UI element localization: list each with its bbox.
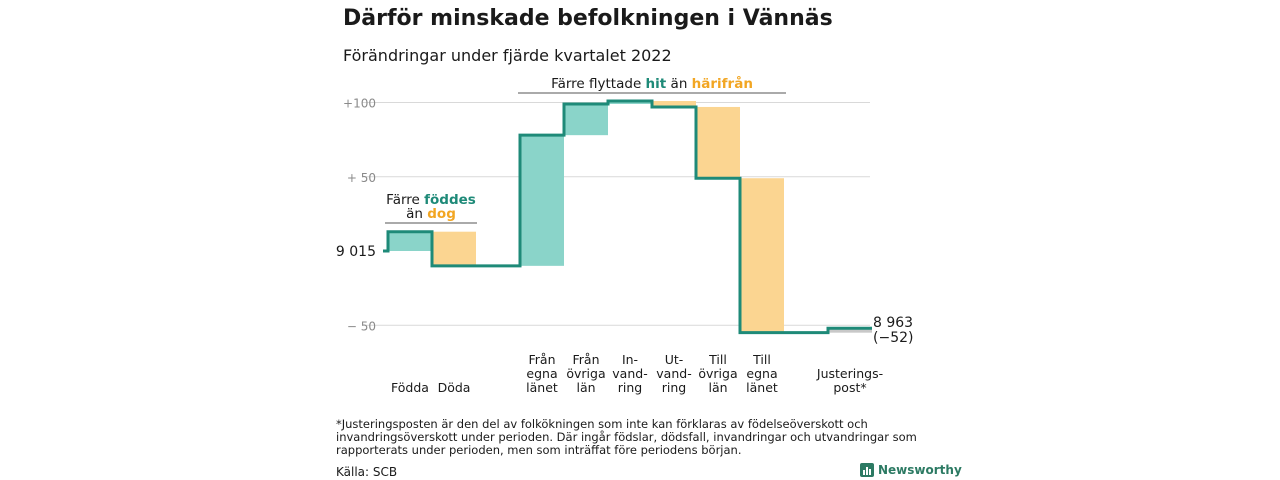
category-labels: Födda DödaFrånegnalänetFrånövrigalänIn-va… — [391, 352, 883, 395]
bar-1 — [388, 231, 432, 251]
births-annotation-text: Färre — [386, 192, 424, 208]
category-label: län — [576, 380, 595, 395]
y-tick-label: + 50 — [347, 171, 376, 185]
category-label: Från — [572, 352, 599, 367]
category-label: Till — [708, 352, 727, 367]
bar-3 — [520, 135, 564, 266]
bar-4 — [564, 103, 608, 136]
bar-2 — [432, 231, 476, 266]
category-label: ring — [662, 380, 686, 395]
running-total-line — [383, 99, 872, 335]
moves-annotation-highlight: hit — [646, 76, 667, 92]
category-label: vand- — [656, 366, 691, 381]
category-label: Justerings- — [816, 366, 883, 381]
births-annotation-highlight: föddes — [424, 192, 476, 208]
end-change: (−52) — [873, 330, 913, 346]
births-annotation-highlight: dog — [427, 206, 456, 222]
category-label: Födda — [391, 380, 429, 395]
source-label: Källa: SCB — [336, 465, 398, 479]
category-label: egna — [526, 366, 557, 381]
bar-9 — [828, 328, 872, 333]
category-label: In- — [622, 352, 638, 367]
y-tick-label: +100 — [343, 97, 376, 111]
category-label: ring — [618, 380, 642, 395]
category-label: Till — [752, 352, 771, 367]
category-label: övriga — [566, 366, 605, 381]
chart-subtitle: Förändringar under fjärde kvartalet 2022 — [343, 46, 672, 65]
category-label: övriga — [698, 366, 737, 381]
newsworthy-logo[interactable]: Newsworthy — [860, 463, 962, 477]
category-label: län — [708, 380, 727, 395]
category-label: post* — [833, 380, 866, 395]
logo-text: Newsworthy — [878, 463, 962, 477]
bars-group — [388, 101, 872, 333]
bar-chart-logo-icon — [860, 463, 874, 477]
category-label: Döda — [438, 380, 471, 395]
category-label: Ut- — [665, 352, 684, 367]
category-label: länet — [526, 380, 558, 395]
footnote: *Justeringsposten är den del av folkökni… — [336, 417, 917, 457]
moves-annotation: Färre flyttade hit än härifrån — [551, 75, 753, 92]
bar-8 — [740, 178, 784, 333]
bar-7 — [696, 106, 740, 179]
bar-6 — [652, 101, 696, 107]
chart-title: Därför minskade befolkningen i Vännäs — [343, 6, 833, 31]
moves-annotation-highlight: härifrån — [692, 75, 753, 92]
y-tick-labels: +100 + 50 9 015 − 50 — [336, 97, 376, 334]
y-tick-label: − 50 — [347, 319, 376, 333]
moves-annotation-text: Färre flyttade — [551, 76, 645, 92]
end-value-label: 8 963(−52) — [873, 315, 913, 346]
category-label: Från — [528, 352, 555, 367]
births-annotation-text: än — [406, 206, 427, 222]
end-value: 8 963 — [873, 315, 913, 331]
y-tick-label: 9 015 — [336, 244, 376, 260]
births-annotation-line2: än dog — [406, 206, 456, 222]
waterfall-chart: +100+ 509 015− 50 Födda DödaFrånegnalänet… — [336, 75, 914, 395]
category-label: länet — [746, 380, 778, 395]
category-label: vand- — [612, 366, 647, 381]
category-label: egna — [746, 366, 777, 381]
births-annotation-line1: Färre föddes — [386, 192, 476, 208]
moves-annotation-text: än — [666, 76, 691, 92]
